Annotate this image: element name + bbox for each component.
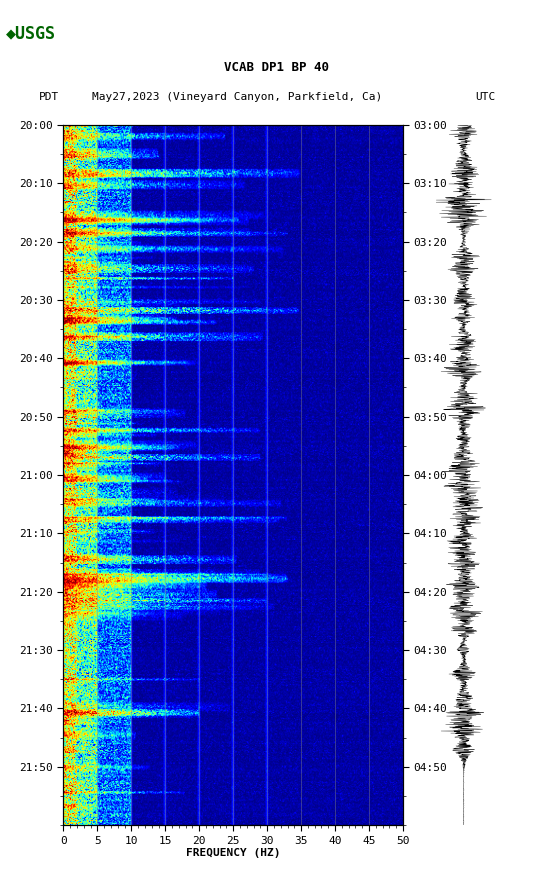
Text: PDT: PDT <box>39 93 59 103</box>
Text: ◆USGS: ◆USGS <box>6 24 56 43</box>
Text: May27,2023 (Vineyard Canyon, Parkfield, Ca): May27,2023 (Vineyard Canyon, Parkfield, … <box>92 93 383 103</box>
Text: UTC: UTC <box>476 93 496 103</box>
Text: VCAB DP1 BP 40: VCAB DP1 BP 40 <box>224 61 328 74</box>
X-axis label: FREQUENCY (HZ): FREQUENCY (HZ) <box>186 848 280 858</box>
